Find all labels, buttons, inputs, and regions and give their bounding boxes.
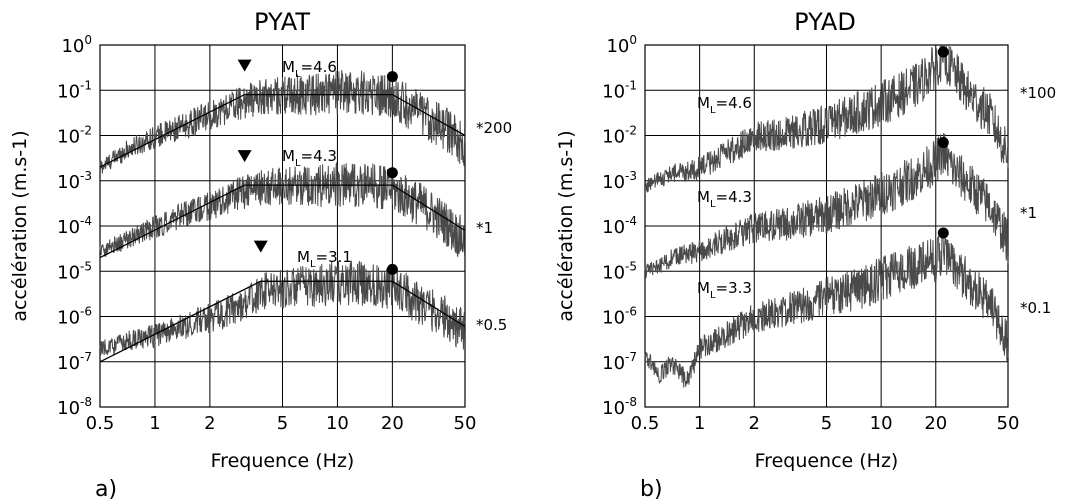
- model-line: [99, 93, 466, 168]
- peak-dot-marker: [386, 71, 398, 83]
- peak-dot-marker: [937, 137, 949, 149]
- corner-frequency-marker: [237, 150, 252, 163]
- x-tick-label: 5: [821, 413, 832, 434]
- spectrum-line: [644, 235, 1009, 388]
- magnitude-label: ML=4.3: [282, 147, 337, 169]
- peak-dot-marker: [386, 263, 398, 275]
- scale-factor-label: *100: [1020, 84, 1056, 102]
- y-tick-label: 10-3: [602, 169, 637, 193]
- plot-frame: [644, 44, 1009, 408]
- y-tick-label: 10-1: [57, 78, 92, 102]
- y-tick-label: 10-6: [602, 305, 637, 329]
- magnitude-label: ML=4.6: [282, 58, 337, 80]
- magnitude-label: ML=4.3: [697, 188, 752, 210]
- y-tick-label: 10-2: [602, 124, 637, 148]
- peak-dot-marker: [937, 227, 949, 239]
- panel-label: a): [95, 477, 117, 502]
- x-tick-label: 10: [326, 413, 349, 434]
- x-tick-label: 10: [870, 413, 893, 434]
- y-tick-label: 10-3: [57, 169, 92, 193]
- scale-factor-label: *0.1: [1020, 299, 1051, 317]
- x-tick-label: 2: [749, 413, 760, 434]
- y-tick-label: 10-4: [57, 214, 92, 238]
- model-line: [99, 184, 466, 259]
- scale-factor-label: *1: [1020, 204, 1037, 222]
- x-tick-label: 5: [277, 413, 288, 434]
- peak-dot-marker: [386, 167, 398, 179]
- x-tick-label: 0.5: [86, 413, 115, 434]
- y-tick-label: 100: [61, 33, 92, 57]
- x-axis-label: Frequence (Hz): [211, 450, 355, 472]
- plot-frame: [99, 44, 466, 408]
- magnitude-label: ML=4.6: [697, 94, 752, 116]
- spectrum-line: [644, 133, 1009, 279]
- chart-panel-2: 0.5 1 2 5 10 20 50 100 10-1 10-2 10-3 10-4 10-5 10-6 1…: [555, 8, 1056, 502]
- y-axis-label: accélération (m.s-1): [555, 130, 577, 321]
- x-tick-label: 20: [924, 413, 947, 434]
- spectrum-line: [99, 70, 466, 174]
- y-tick-label: 10-7: [57, 350, 92, 374]
- chart-title: PYAD: [794, 8, 856, 36]
- y-tick-label: 10-6: [57, 305, 92, 329]
- x-tick-label: 1: [149, 413, 160, 434]
- model-line: [99, 280, 466, 363]
- spectrum-line: [644, 44, 1009, 193]
- spectrum-line: [99, 260, 466, 356]
- x-tick-label: 0.5: [631, 413, 660, 434]
- x-axis-label: Frequence (Hz): [755, 450, 899, 472]
- magnitude-label: ML=3.1: [297, 248, 352, 270]
- scale-factor-label: *0.5: [476, 316, 507, 334]
- magnitude-label: ML=3.3: [697, 279, 752, 301]
- x-tick-label: 20: [381, 413, 404, 434]
- y-axis-label: accélération (m.s-1): [9, 130, 31, 321]
- chart-panel-1: 0.5 1 2 5 10 20 50 100 10-1 10-2 10-3 10-4 10-5 10-6 1…: [9, 8, 512, 502]
- corner-frequency-marker: [237, 59, 252, 72]
- y-tick-label: 10-7: [602, 350, 637, 374]
- peak-dot-marker: [937, 46, 949, 58]
- y-tick-label: 100: [606, 33, 637, 57]
- spectrum-line: [99, 162, 466, 258]
- y-tick-label: 10-8: [57, 395, 92, 419]
- x-tick-label: 50: [454, 413, 477, 434]
- x-tick-label: 1: [694, 413, 705, 434]
- x-tick-label: 2: [204, 413, 215, 434]
- corner-frequency-marker: [253, 240, 268, 253]
- y-tick-label: 10-1: [602, 78, 637, 102]
- y-tick-label: 10-5: [602, 259, 637, 283]
- y-tick-label: 10-8: [602, 395, 637, 419]
- panel-label: b): [640, 477, 663, 502]
- scale-factor-label: *1: [476, 219, 493, 237]
- x-tick-label: 50: [997, 413, 1020, 434]
- y-tick-label: 10-5: [57, 259, 92, 283]
- scale-factor-label: *200: [476, 119, 512, 137]
- chart-title: PYAT: [254, 8, 310, 36]
- y-tick-label: 10-4: [602, 214, 637, 238]
- y-tick-label: 10-2: [57, 124, 92, 148]
